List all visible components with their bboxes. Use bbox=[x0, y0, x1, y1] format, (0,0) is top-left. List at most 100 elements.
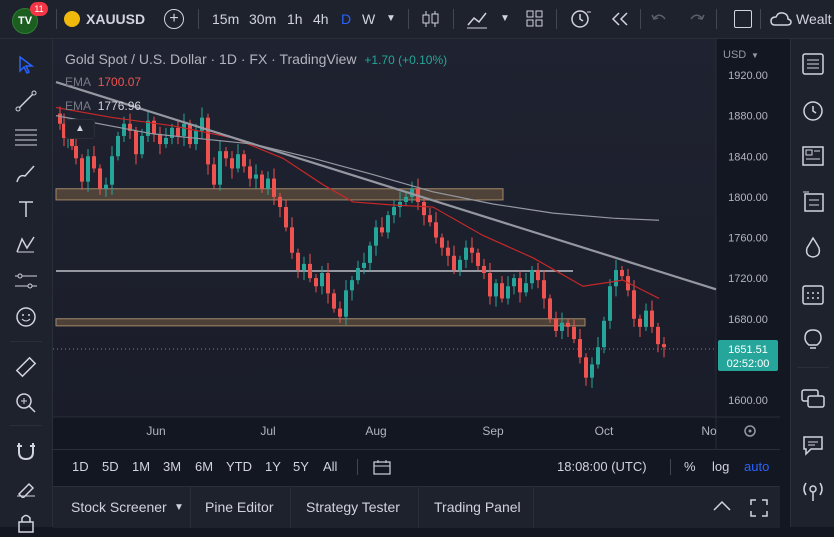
indicators-icon[interactable] bbox=[466, 9, 488, 34]
toolbar-divider bbox=[357, 459, 358, 475]
candle-down bbox=[176, 127, 180, 136]
ruler-icon[interactable] bbox=[12, 353, 40, 381]
goto-date-calendar-icon[interactable] bbox=[373, 459, 391, 480]
compare-plus-icon[interactable]: + bbox=[164, 9, 184, 29]
candle-down bbox=[632, 290, 636, 319]
range-1m[interactable]: 1M bbox=[132, 459, 151, 474]
time-tick-label: Sep bbox=[482, 424, 504, 438]
alert-clock-icon[interactable] bbox=[570, 9, 592, 34]
toolbar-divider bbox=[10, 341, 42, 342]
cursor-icon[interactable] bbox=[12, 51, 40, 79]
candle-down bbox=[92, 156, 96, 169]
range-5y[interactable]: 5Y bbox=[293, 459, 309, 474]
watchlist-icon[interactable] bbox=[798, 49, 828, 79]
right-sidebar bbox=[790, 39, 834, 527]
candle-down bbox=[314, 278, 318, 287]
panel-collapse-chevron-up-icon[interactable] bbox=[712, 499, 732, 518]
calendar-icon[interactable] bbox=[798, 279, 828, 309]
range-1d[interactable]: 1D bbox=[72, 459, 89, 474]
undo-icon[interactable] bbox=[650, 10, 668, 33]
prediction-icon[interactable] bbox=[12, 267, 40, 295]
lightbulb-icon[interactable] bbox=[798, 325, 828, 355]
tab-stock-screener[interactable]: Stock Screener bbox=[71, 499, 167, 515]
screener-chevron-down-icon[interactable]: ▼ bbox=[174, 502, 184, 513]
range-1y[interactable]: 1Y bbox=[265, 459, 281, 474]
candle-up bbox=[614, 270, 618, 287]
range-3m[interactable]: 3M bbox=[163, 459, 182, 474]
price-tick-label: 1880.00 bbox=[728, 111, 768, 123]
emoji-icon[interactable] bbox=[12, 303, 40, 331]
lock-icon[interactable] bbox=[12, 509, 40, 537]
symbol-search[interactable]: XAUUSD bbox=[86, 11, 146, 27]
replay-icon[interactable] bbox=[610, 10, 630, 33]
ema-fast-legend[interactable]: EMA 1700.07 bbox=[65, 75, 141, 89]
range-ytd[interactable]: YTD bbox=[226, 459, 252, 474]
range-6m[interactable]: 6M bbox=[195, 459, 214, 474]
redo-icon[interactable] bbox=[688, 10, 706, 33]
cloud-icon[interactable] bbox=[770, 11, 792, 32]
series-title[interactable]: Gold Spot / U.S. Dollar · 1D · FX · Trad… bbox=[65, 51, 357, 67]
chart-area[interactable]: 1920.00 1880.00 1840.00 1800.00 1760.00 1720.… bbox=[53, 39, 780, 449]
indicators-chevron-down-icon[interactable]: ▼ bbox=[500, 13, 510, 24]
candle-down bbox=[650, 310, 654, 327]
fib-lines-icon[interactable] bbox=[12, 123, 40, 151]
interval-1h[interactable]: 1h bbox=[287, 11, 303, 27]
candle-up bbox=[458, 259, 462, 270]
maximize-panel-icon[interactable] bbox=[750, 499, 768, 522]
candle-down bbox=[656, 326, 660, 345]
notification-badge[interactable]: 11 bbox=[30, 2, 48, 16]
ema-fast-line bbox=[55, 106, 660, 299]
alerts-clock-icon[interactable] bbox=[798, 95, 828, 125]
zoom-in-icon[interactable] bbox=[12, 389, 40, 417]
last-price-label-bg bbox=[718, 340, 778, 371]
chevron-down-icon[interactable]: ▼ bbox=[386, 13, 396, 24]
ema-slow-legend[interactable]: EMA 1776.96 bbox=[65, 99, 141, 113]
brush-icon[interactable] bbox=[12, 159, 40, 187]
candles-chart-type-icon[interactable] bbox=[421, 9, 441, 34]
streams-icon[interactable] bbox=[798, 476, 828, 506]
trendline-icon[interactable] bbox=[12, 87, 40, 115]
tab-strategy-tester[interactable]: Strategy Tester bbox=[306, 499, 400, 515]
settings-gear-icon[interactable] bbox=[744, 425, 756, 437]
collapse-legend-chevron-up-icon[interactable]: ▲ bbox=[65, 119, 95, 139]
candle-down bbox=[422, 201, 426, 216]
candle-up bbox=[218, 151, 222, 185]
news-icon[interactable] bbox=[798, 141, 828, 171]
candle-down bbox=[482, 265, 486, 274]
interval-w[interactable]: W bbox=[362, 11, 376, 27]
public-chat-icon[interactable] bbox=[798, 430, 828, 460]
candle-up bbox=[146, 120, 150, 136]
interval-4h[interactable]: 4h bbox=[313, 11, 329, 27]
utc-clock[interactable]: 18:08:00 (UTC) bbox=[557, 459, 647, 474]
ema-slow-label: EMA bbox=[65, 99, 91, 113]
pattern-icon[interactable] bbox=[12, 231, 40, 259]
candle-down bbox=[542, 280, 546, 299]
auto-scale-toggle[interactable]: auto bbox=[744, 459, 770, 474]
currency-label[interactable]: USD bbox=[723, 49, 746, 61]
ideas-stream-icon[interactable] bbox=[798, 187, 828, 217]
chats-icon[interactable] bbox=[798, 384, 828, 414]
interval-d[interactable]: D bbox=[341, 11, 352, 27]
percent-toggle[interactable]: % bbox=[684, 459, 696, 474]
magnet-icon[interactable] bbox=[12, 437, 40, 465]
currency-chevron-down-icon[interactable]: ▼ bbox=[751, 51, 759, 60]
lock-drawing-icon[interactable] bbox=[12, 473, 40, 501]
fullscreen-square-icon[interactable] bbox=[734, 10, 752, 28]
range-5d[interactable]: 5D bbox=[102, 459, 119, 474]
tab-trading-panel[interactable]: Trading Panel bbox=[434, 499, 521, 515]
interval-30m[interactable]: 30m bbox=[249, 11, 277, 27]
series-legend: Gold Spot / U.S. Dollar · 1D · FX · Trad… bbox=[65, 51, 447, 67]
price-chart[interactable]: 1920.00 1880.00 1840.00 1800.00 1760.00 1720.… bbox=[53, 39, 780, 449]
templates-grid-icon[interactable] bbox=[526, 10, 544, 33]
hotlist-icon[interactable] bbox=[798, 233, 828, 263]
text-tool-icon[interactable] bbox=[12, 195, 40, 223]
tab-pine-editor[interactable]: Pine Editor bbox=[205, 499, 274, 515]
candle-down bbox=[134, 130, 138, 155]
account-label[interactable]: Wealt bbox=[796, 11, 832, 27]
candle-down bbox=[212, 164, 216, 185]
candle-down bbox=[662, 344, 666, 348]
interval-15m[interactable]: 15m bbox=[212, 11, 240, 27]
candle-down bbox=[446, 247, 450, 256]
log-toggle[interactable]: log bbox=[712, 459, 730, 474]
range-all[interactable]: All bbox=[323, 459, 338, 474]
